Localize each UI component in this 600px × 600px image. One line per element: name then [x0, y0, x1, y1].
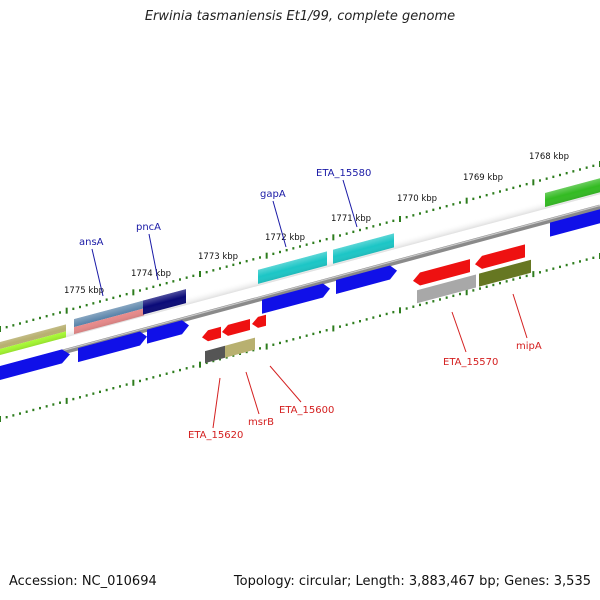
- ruler-label-1775: 1775 kbp: [64, 286, 104, 296]
- cds-arrow[interactable]: [0, 347, 70, 383]
- label-leaders: [91, 179, 528, 429]
- ruler-label-1773: 1773 kbp: [198, 252, 238, 262]
- gene-label-ETA_15570[interactable]: ETA_15570: [443, 357, 498, 368]
- forward-gene-features: [0, 174, 600, 358]
- cds-arrow[interactable]: [147, 318, 189, 344]
- feature-ETA_15570-arrow[interactable]: [413, 259, 470, 287]
- ruler-label-1772: 1772 kbp: [265, 233, 305, 243]
- accession-text: Accession: NC_010694: [9, 574, 157, 589]
- feature-msrB-arrow[interactable]: [222, 319, 250, 338]
- gene-mipA-block[interactable]: [479, 259, 531, 287]
- ruler-label-1770: 1770 kbp: [397, 194, 437, 204]
- feature-mipA-arrow[interactable]: [475, 244, 525, 270]
- cds-arrow[interactable]: [78, 330, 147, 363]
- ruler-label-1774: 1774 kbp: [131, 269, 171, 279]
- gene-label-msrB[interactable]: msrB: [248, 417, 274, 428]
- gene-label-ansA[interactable]: ansA: [79, 237, 104, 248]
- forward-cds-arrows: [0, 205, 600, 383]
- gene-label-pncA[interactable]: pncA: [136, 222, 161, 233]
- gene-label-mipA[interactable]: mipA: [516, 341, 542, 352]
- ruler-label-1768: 1768 kbp: [529, 152, 569, 162]
- gene-msrB-block[interactable]: [225, 337, 255, 358]
- cds-arrow[interactable]: [262, 282, 330, 314]
- genome-backbone: [0, 204, 600, 372]
- inner-ruler-ticks: [0, 253, 600, 422]
- outer-ruler-ticks: [0, 161, 600, 332]
- feature-ETA_15620-arrow[interactable]: [202, 326, 221, 343]
- reverse-gene-features: [202, 244, 531, 364]
- feature-ETA_15600-arrow[interactable]: [252, 314, 266, 330]
- cds-arrow[interactable]: [336, 264, 397, 294]
- gene-label-ETA_15580[interactable]: ETA_15580: [316, 168, 371, 179]
- gene-label-gapA[interactable]: gapA: [260, 189, 286, 200]
- ruler-label-1769: 1769 kbp: [463, 173, 503, 183]
- ruler-label-1771: 1771 kbp: [331, 214, 371, 224]
- map-title: Erwinia tasmaniensis Et1/99, complete ge…: [144, 9, 456, 24]
- gene-label-ETA_15600[interactable]: ETA_15600: [279, 405, 334, 416]
- gene-ETA_15620-block[interactable]: [205, 345, 225, 364]
- genome-summary-text: Topology: circular; Length: 3,883,467 bp…: [233, 574, 591, 589]
- gene-label-ETA_15620[interactable]: ETA_15620: [188, 430, 243, 441]
- cds-arrow[interactable]: [550, 205, 600, 237]
- gene-ETA_15570-block[interactable]: [417, 274, 476, 304]
